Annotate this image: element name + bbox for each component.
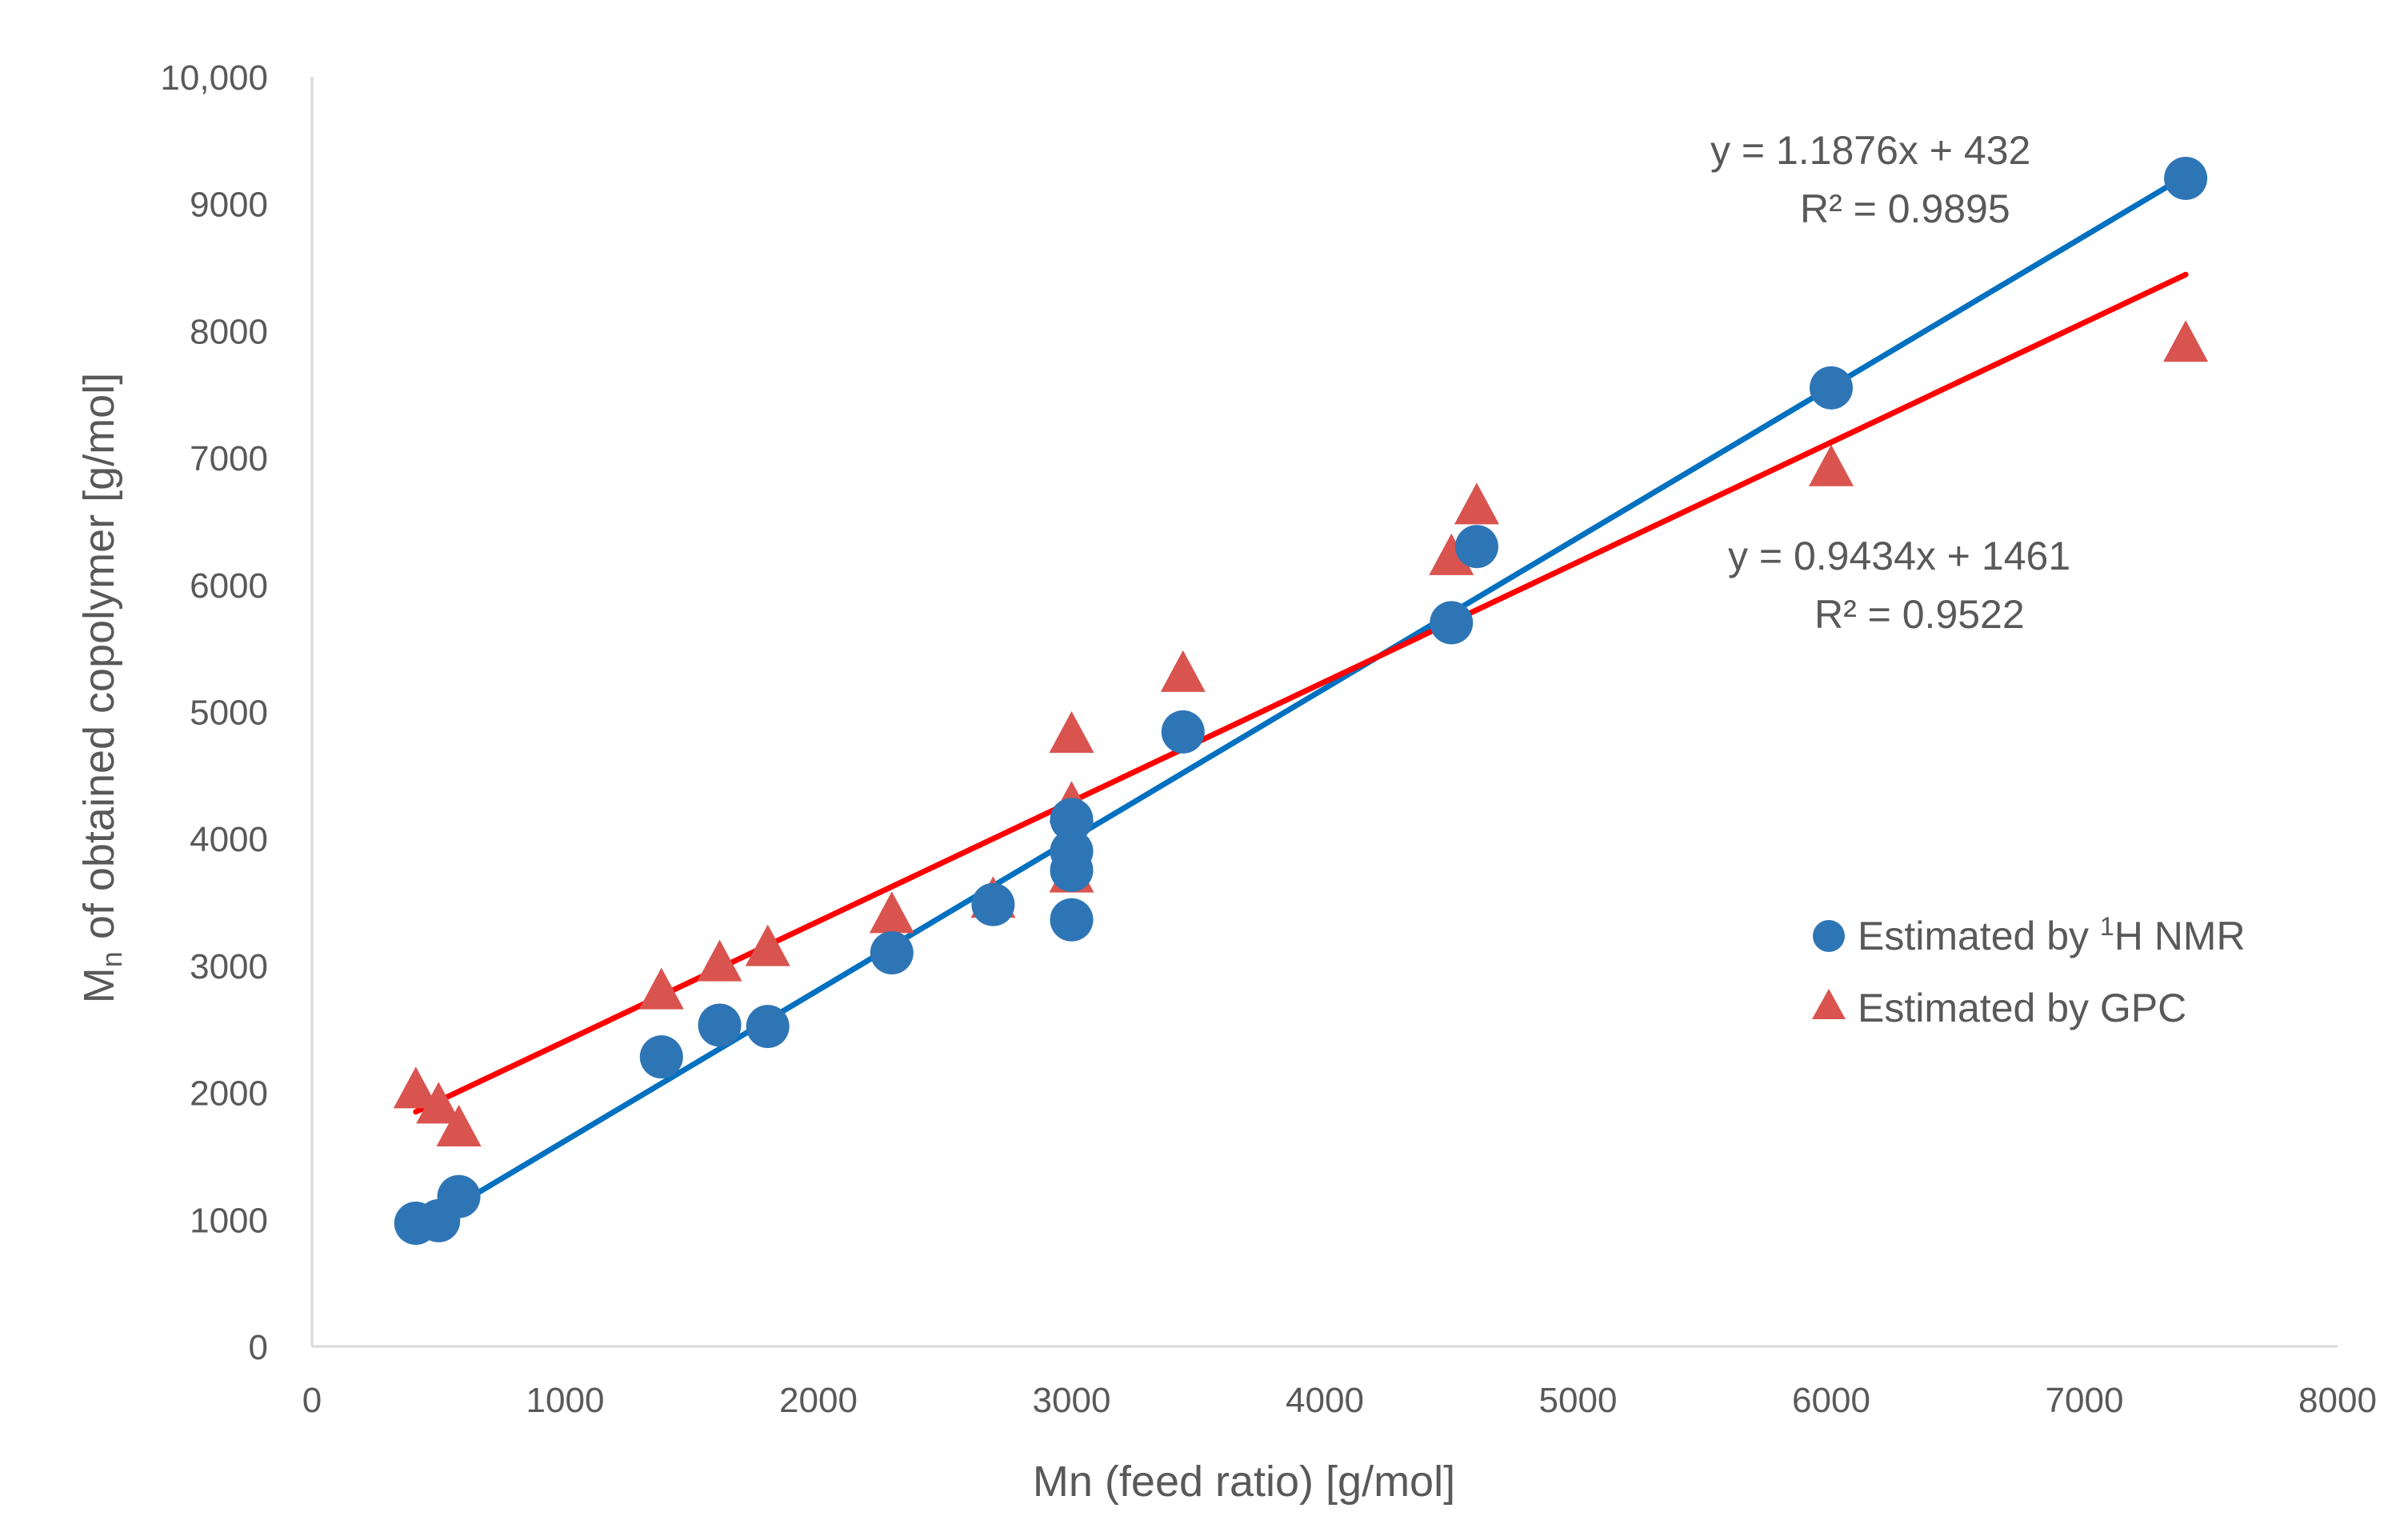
y-axis-title: Mn of obtained copolymer [g/mol] [75,373,128,1003]
gpc-data-point [436,1104,482,1146]
y-tick-label: 9000 [190,186,268,225]
x-tick-label: 5000 [1539,1381,1618,1420]
gpc-data-point [393,1066,438,1109]
nmr-data-point [1430,601,1474,645]
legend-nmr-label-sup: 1 [2100,912,2114,941]
y-tick-label: 8000 [190,312,268,351]
x-tick-label: 3000 [1033,1381,1111,1420]
x-tick-label: 8000 [2298,1381,2377,1420]
y-axis-title-sub: n [95,951,128,967]
y-tick-label: 1000 [190,1201,268,1240]
nmr-data-point [698,1003,742,1047]
gpc-data-point [416,1082,462,1124]
nmr-data-point [1161,710,1205,754]
gpc-data-point [1429,533,1474,575]
gpc-data-point [869,891,914,934]
y-tick-label: 6000 [190,566,268,606]
x-tick-label: 1000 [526,1381,605,1420]
legend-nmr-label-pre: Estimated by [1858,914,2100,958]
nmr-data-point [1454,525,1498,569]
gpc-trend-r2: R² = 0.9522 [1814,592,2025,637]
legend-nmr-marker [1813,920,1845,952]
trendlines [413,173,2189,1233]
nmr-data-point [1050,898,1094,942]
y-axis-title-rest: of obtained copolymer [g/mol] [75,373,123,951]
y-axis-title-main: M [75,967,123,1003]
y-ticks: 0 1000 2000 3000 4000 5000 6000 7000 8000 9000 10,… [160,58,268,1367]
nmr-data-point [1050,798,1094,842]
nmr-data-point [1810,366,1853,410]
x-axis-title: Mn (feed ratio) [g/mol] [1033,1458,1455,1506]
nmr-trendline [413,173,2189,1233]
x-ticks: 0 1000 2000 3000 4000 5000 6000 7000 8000 [302,1381,2377,1420]
gpc-data-point [1454,482,1499,525]
gpc-data-point [638,967,684,1010]
x-tick-label: 0 [302,1381,322,1420]
y-tick-label: 7000 [190,439,268,478]
gpc-data-point [1160,650,1206,692]
nmr-data-point [437,1174,481,1218]
x-tick-label: 4000 [1286,1381,1364,1420]
nmr-data-point [870,931,914,975]
x-tick-label: 7000 [2046,1381,2124,1420]
legend-nmr-label: Estimated by 1H NMR [1858,912,2246,958]
x-tick-label: 6000 [1792,1381,1870,1420]
nmr-data-point [746,1005,790,1049]
x-tick-label: 2000 [779,1381,858,1420]
nmr-data-point [639,1035,683,1079]
gpc-data-point [697,939,742,982]
legend-nmr-label-post: H NMR [2114,914,2246,958]
y-tick-label: 10,000 [160,58,268,98]
y-tick-label: 0 [249,1328,268,1367]
gpc-data-point [1809,444,1854,486]
nmr-data-point [1050,830,1094,874]
legend: Estimated by 1H NMR Estimated by GPC [1812,912,2246,1030]
legend-gpc-label: Estimated by GPC [1858,986,2186,1030]
nmr-data-point [2164,156,2208,200]
y-tick-label: 2000 [190,1074,268,1114]
legend-gpc-label-pre: Estimated by GPC [1858,986,2186,1030]
gpc-data-point [1049,711,1094,753]
gpc-trend-equation: y = 0.9434x + 1461 [1728,534,2070,578]
axes: 0 1000 2000 3000 4000 5000 6000 7000 8000 0 1000 2… [160,58,2377,1420]
gpc-data-point [2163,320,2209,362]
legend-gpc-marker [1812,989,1846,1019]
nmr-trend-r2: R² = 0.9895 [1800,186,2010,231]
y-tick-label: 5000 [190,694,268,733]
nmr-trend-equation: y = 1.1876x + 432 [1710,128,2030,173]
data-points [393,156,2209,1246]
trendline-annotations: y = 1.1876x + 432 R² = 0.9895 y = 0.9434… [1710,128,2070,637]
gpc-data-point [745,924,790,966]
y-tick-label: 4000 [190,820,268,859]
y-tick-label: 3000 [190,947,268,986]
nmr-data-point [971,882,1015,926]
